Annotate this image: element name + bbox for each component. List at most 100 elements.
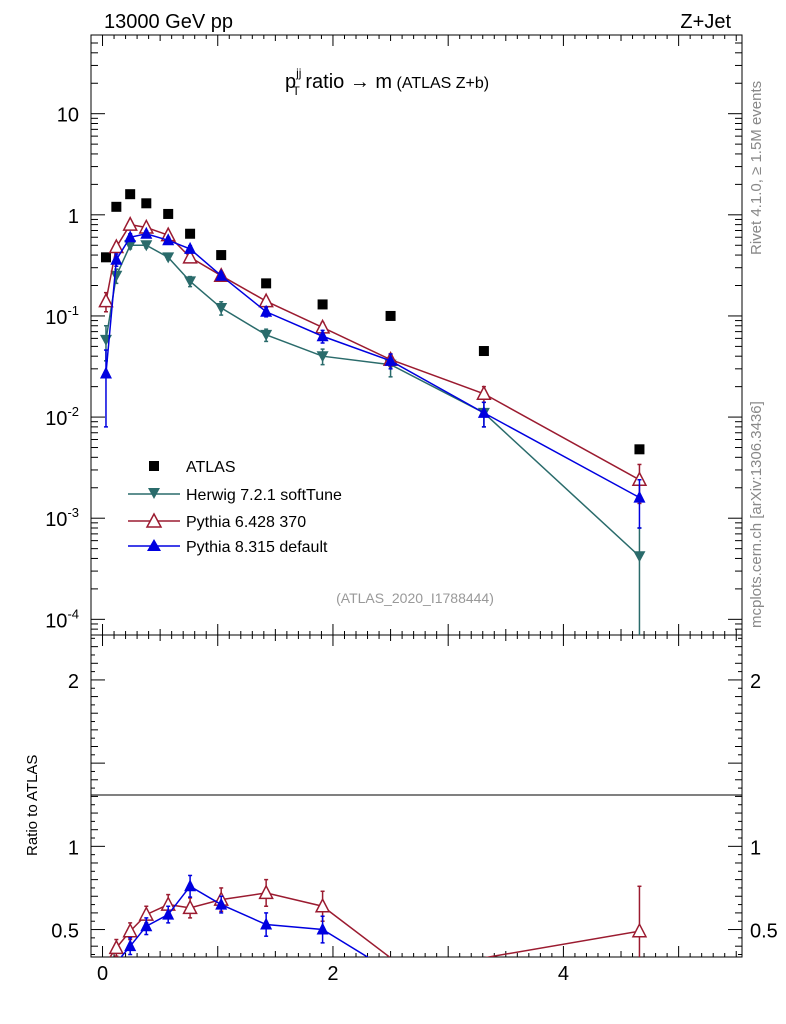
data-point-pythia-8-315-default bbox=[633, 490, 646, 503]
x-tick-label: 0 bbox=[97, 963, 108, 985]
legend-marker-atlas bbox=[149, 461, 159, 471]
data-point-atlas bbox=[125, 189, 136, 200]
y-tick-label: 10-4 bbox=[45, 606, 79, 632]
title-sup: jj bbox=[295, 66, 301, 80]
data-point-atlas bbox=[141, 198, 152, 209]
y-tick-exp: -1 bbox=[67, 303, 79, 318]
ratio-point-pythia-8-315-default bbox=[124, 939, 137, 952]
series-atlas bbox=[100, 189, 645, 455]
data-point-pythia-8-315-default bbox=[316, 329, 329, 342]
y-tick-label: 10 bbox=[57, 105, 79, 127]
data-point-atlas bbox=[317, 299, 328, 310]
data-point-pythia-8-315-default bbox=[99, 366, 112, 379]
ratio-point-pythia-6-428-370 bbox=[258, 884, 274, 900]
data-point-pythia-8-315-default bbox=[215, 268, 228, 281]
data-point-pythia-6-428-370 bbox=[476, 385, 492, 401]
series-line-herwig-7-2-1-softtune bbox=[105, 244, 640, 557]
data-point-pythia-8-315-default bbox=[124, 230, 137, 243]
data-point-atlas bbox=[385, 310, 396, 321]
ratio-y-tick-label-right: 2 bbox=[750, 671, 761, 693]
data-point-pythia-8-315-default bbox=[140, 226, 153, 239]
y-tick-base: 10 bbox=[45, 307, 67, 329]
axes-ticks bbox=[91, 34, 742, 957]
ratio-y-label: Ratio to ATLAS bbox=[24, 755, 41, 856]
legend-entry-atlas: ATLAS bbox=[149, 459, 236, 476]
ratio-point-pythia-8-315-default bbox=[140, 919, 153, 932]
y-tick-exp: -4 bbox=[67, 606, 79, 621]
data-point-herwig-7-2-1-softtune bbox=[633, 551, 646, 563]
ratio-point-pythia-8-315-default bbox=[162, 907, 175, 920]
data-point-herwig-7-2-1-softtune bbox=[316, 351, 329, 363]
series-line-pythia-8-315-default bbox=[105, 232, 640, 499]
data-point-herwig-7-2-1-softtune bbox=[110, 270, 123, 282]
data-point-atlas bbox=[478, 346, 489, 357]
legend-label-pythia8: Pythia 8.315 default bbox=[186, 539, 328, 556]
series-herwig-7-2-1-softtune bbox=[99, 240, 646, 635]
x-tick-label: 4 bbox=[558, 963, 569, 985]
title-small: (ATLAS Z+b) bbox=[392, 75, 489, 92]
y-tick-label: 10-3 bbox=[45, 505, 79, 531]
legend-entry-pythia8: Pythia 8.315 default bbox=[128, 539, 328, 556]
data-point-pythia-8-315-default bbox=[184, 241, 197, 254]
legend: ATLAS Herwig 7.2.1 softTune Pythia 6.428… bbox=[128, 459, 342, 556]
y-tick-label: 10-1 bbox=[45, 303, 79, 329]
data-point-herwig-7-2-1-softtune bbox=[99, 334, 112, 346]
ratio-point-pythia-8-315-default bbox=[184, 879, 197, 892]
data-point-atlas bbox=[185, 228, 196, 239]
data-point-pythia-8-315-default bbox=[162, 233, 175, 246]
ratio-point-pythia-6-428-370 bbox=[122, 922, 138, 938]
data-point-herwig-7-2-1-softtune bbox=[140, 240, 153, 252]
series-pythia-6-428-370 bbox=[98, 215, 648, 505]
data-point-pythia-6-428-370 bbox=[108, 238, 125, 254]
x-tick-label: 2 bbox=[327, 963, 338, 985]
data-point-atlas bbox=[111, 201, 122, 212]
data-point-pythia-8-315-default bbox=[260, 304, 273, 317]
data-point-pythia-6-428-370 bbox=[182, 248, 198, 264]
y-tick-exp: -3 bbox=[67, 505, 79, 520]
mcplots-label: mcplots.cern.ch [arXiv:1306.3436] bbox=[748, 401, 765, 628]
title-sub: T bbox=[292, 84, 300, 98]
ratio-line-pythia-6-428-370 bbox=[109, 892, 640, 957]
legend-entry-pythia6: Pythia 6.428 370 bbox=[128, 512, 306, 531]
y-tick-base: 10 bbox=[45, 408, 67, 430]
ratio-point-pythia-6-428-370 bbox=[108, 939, 125, 955]
analysis-id: (ATLAS_2020_I1788444) bbox=[336, 590, 494, 606]
data-point-pythia-6-428-370 bbox=[98, 292, 114, 308]
y-tick-exp: -2 bbox=[67, 404, 79, 419]
data-point-pythia-6-428-370 bbox=[122, 215, 138, 231]
ratio-series-pythia-8-315-default bbox=[120, 874, 369, 957]
data-point-atlas bbox=[163, 208, 174, 219]
data-point-herwig-7-2-1-softtune bbox=[215, 302, 228, 314]
data-point-pythia-8-315-default bbox=[477, 405, 490, 418]
data-point-atlas bbox=[261, 278, 272, 289]
data-point-pythia-8-315-default bbox=[384, 353, 397, 366]
title-main: p bbox=[285, 71, 296, 93]
data-point-herwig-7-2-1-softtune bbox=[260, 329, 273, 341]
y-tick-base: 10 bbox=[45, 509, 67, 531]
data-point-atlas bbox=[216, 250, 227, 261]
ratio-point-pythia-6-428-370 bbox=[314, 897, 331, 913]
ratio-y-tick-label-right: 0.5 bbox=[750, 921, 778, 943]
legend-marker-pythia6 bbox=[145, 512, 163, 528]
data-point-atlas bbox=[100, 252, 111, 263]
y-tick-label: 1 bbox=[68, 206, 79, 228]
data-point-herwig-7-2-1-softtune bbox=[162, 252, 175, 264]
main-series bbox=[98, 189, 648, 635]
ratio-point-pythia-8-315-default bbox=[316, 922, 329, 935]
legend-marker-pythia8 bbox=[147, 539, 161, 551]
ratio-point-pythia-6-428-370 bbox=[631, 922, 648, 938]
ratio-point-pythia-6-428-370 bbox=[182, 899, 198, 915]
ratio-y-tick-label-right: 1 bbox=[750, 837, 761, 859]
legend-label-atlas: ATLAS bbox=[186, 459, 236, 476]
ratio-point-pythia-8-315-default bbox=[215, 897, 228, 910]
legend-marker-herwig bbox=[148, 488, 160, 499]
legend-label-herwig: Herwig 7.2.1 softTune bbox=[186, 487, 342, 504]
y-tick-label: 10-2 bbox=[45, 404, 79, 430]
energy-label: 13000 GeV pp bbox=[104, 11, 233, 33]
plot-title: pjj T ratio → m (ATLAS Z+b) bbox=[285, 66, 489, 98]
ratio-y-tick-label: 0.5 bbox=[51, 921, 79, 943]
title-rest: ratio → m bbox=[300, 71, 392, 93]
process-label: Z+Jet bbox=[680, 11, 731, 33]
